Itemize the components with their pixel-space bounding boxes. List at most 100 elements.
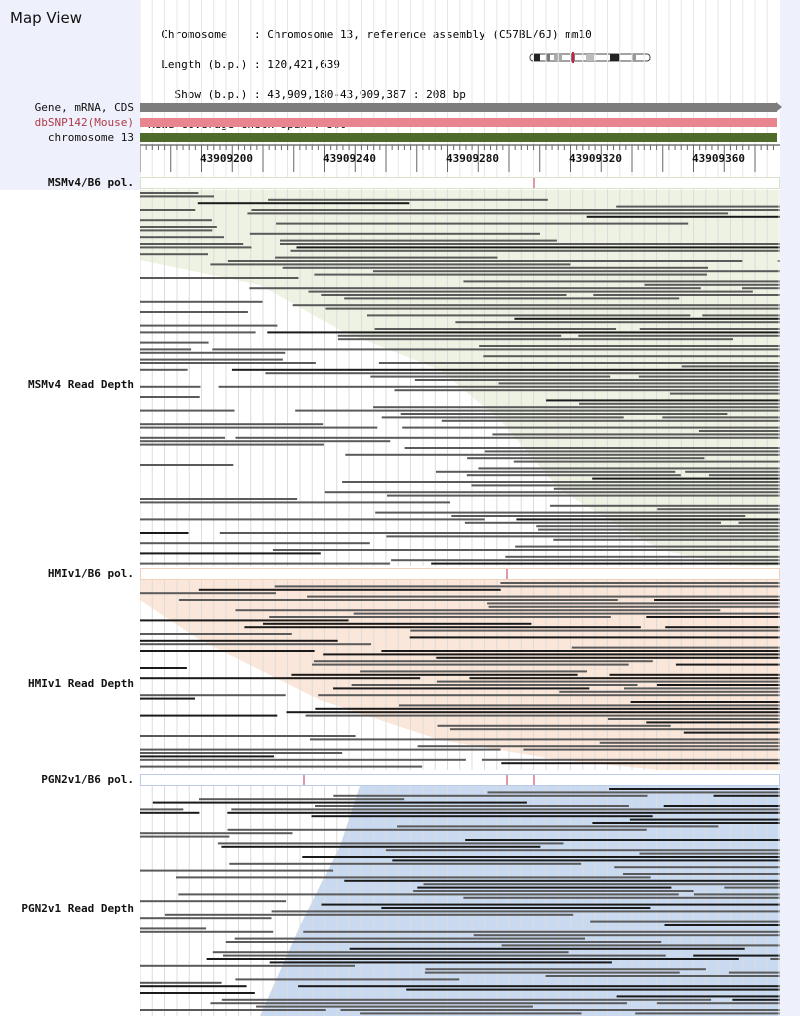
read <box>500 582 780 584</box>
read <box>473 934 780 937</box>
read <box>340 1009 780 1011</box>
read-depth-panel-hmiv1[interactable] <box>140 580 780 770</box>
read <box>466 474 681 477</box>
read <box>392 859 780 862</box>
read <box>140 930 274 933</box>
read <box>375 511 780 514</box>
read <box>656 684 780 686</box>
read <box>345 453 780 456</box>
read <box>545 975 780 977</box>
read <box>256 1005 533 1008</box>
ruler-tick-label: 43909200 <box>200 152 253 165</box>
read <box>609 673 780 676</box>
pol-track-hmiv1[interactable] <box>140 568 780 580</box>
read <box>140 209 196 211</box>
read <box>550 504 780 507</box>
panel-edge <box>778 580 780 770</box>
read <box>223 954 666 957</box>
read <box>234 937 585 940</box>
read <box>374 328 617 330</box>
read <box>505 555 780 558</box>
read <box>244 626 641 629</box>
read <box>140 498 298 500</box>
read <box>198 588 501 591</box>
chromosome-track-bar[interactable] <box>140 133 777 142</box>
uncovered-region <box>140 600 660 770</box>
read <box>140 331 256 334</box>
read <box>662 416 780 419</box>
read <box>140 650 315 652</box>
read <box>553 487 780 490</box>
read <box>644 283 780 286</box>
pol-track-pgn2v1[interactable] <box>140 774 780 786</box>
read <box>140 619 349 622</box>
read <box>140 192 199 194</box>
read <box>349 947 745 950</box>
read <box>409 636 780 639</box>
read <box>325 307 780 310</box>
read <box>481 758 780 761</box>
read <box>315 805 629 807</box>
pol-track-msmv4[interactable] <box>140 177 780 189</box>
read <box>425 968 706 971</box>
gene-arrow-icon <box>776 102 782 112</box>
dbsnp-track-bar[interactable] <box>140 118 777 127</box>
read <box>140 219 212 222</box>
read <box>235 609 721 612</box>
read <box>212 348 780 351</box>
read <box>464 521 721 524</box>
read <box>274 585 780 588</box>
read <box>344 297 680 300</box>
read <box>629 818 780 821</box>
read <box>437 724 671 727</box>
read <box>373 406 780 409</box>
read <box>646 721 780 724</box>
read <box>199 798 405 801</box>
read <box>140 246 252 249</box>
pol-label-hmiv1: HMIv1/B6 pol. <box>47 567 134 580</box>
ruler-tick-label: 43909360 <box>692 152 745 165</box>
read <box>210 263 571 266</box>
read <box>639 852 780 855</box>
read <box>140 229 213 232</box>
read <box>221 998 712 1001</box>
read <box>670 392 780 395</box>
gene-track-bar[interactable] <box>140 103 777 112</box>
read <box>140 927 207 930</box>
read <box>483 355 780 358</box>
read <box>639 328 780 330</box>
read <box>307 595 780 598</box>
read <box>176 876 651 879</box>
read <box>538 528 780 531</box>
read <box>624 687 780 690</box>
read <box>140 714 278 717</box>
reads-pgn2v1 <box>140 786 780 1016</box>
pol-marks <box>533 178 535 188</box>
read <box>286 711 780 714</box>
read <box>140 1009 326 1011</box>
read <box>140 697 195 700</box>
read <box>616 995 780 998</box>
read-depth-panel-pgn2v1[interactable] <box>140 786 780 1016</box>
read <box>471 484 780 487</box>
read <box>140 426 378 429</box>
read <box>728 971 780 974</box>
read <box>140 351 286 354</box>
read-depth-panel-msmv4[interactable] <box>140 190 780 566</box>
read <box>630 701 780 703</box>
read <box>675 663 780 666</box>
read <box>724 886 780 889</box>
read <box>140 808 184 811</box>
read <box>423 883 780 886</box>
read <box>592 822 780 824</box>
read <box>140 992 255 994</box>
read <box>296 246 780 249</box>
read <box>312 663 629 666</box>
read <box>546 399 780 402</box>
read <box>140 341 209 344</box>
read <box>140 765 423 768</box>
read <box>321 903 780 906</box>
read <box>140 368 188 371</box>
read <box>140 300 263 303</box>
read <box>140 758 466 761</box>
